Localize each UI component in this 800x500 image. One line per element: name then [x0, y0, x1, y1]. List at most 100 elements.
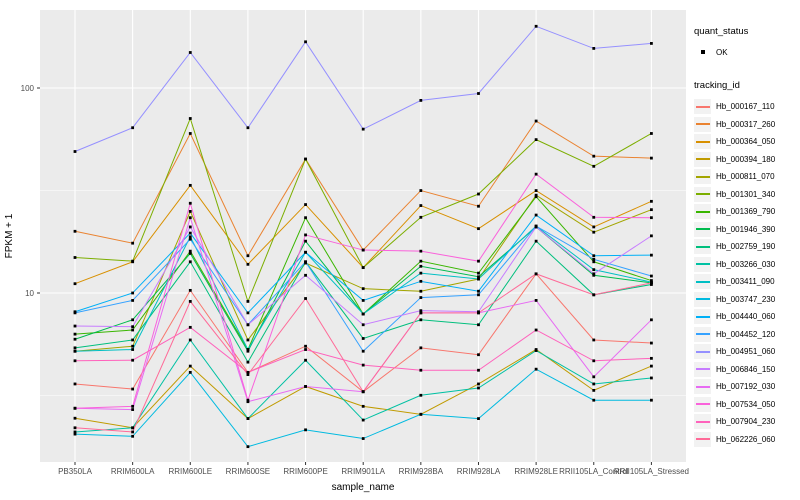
legend-color-line — [695, 350, 710, 353]
legend-item-label: Hb_003266_030 — [716, 259, 776, 269]
data-point — [131, 426, 135, 430]
data-point — [304, 385, 307, 388]
data-point — [534, 119, 538, 123]
data-point — [246, 338, 250, 342]
data-point — [477, 275, 480, 279]
legend-item-label: Hb_001946_390 — [716, 224, 776, 234]
legend-item-label: Hb_003411_090 — [716, 277, 775, 287]
data-point — [361, 323, 365, 327]
legend-item-Hb_000394_180: Hb_000394_180 — [694, 151, 798, 169]
data-point — [131, 291, 135, 295]
data-point — [304, 348, 307, 351]
data-point — [246, 348, 250, 351]
data-point — [361, 127, 365, 131]
data-point — [534, 328, 538, 332]
data-point — [188, 252, 192, 255]
legend-item-label: Hb_004951_060 — [716, 347, 776, 357]
data-point — [650, 279, 653, 282]
data-point — [419, 393, 423, 397]
data-point — [246, 370, 250, 374]
data-point — [419, 296, 423, 299]
legend-item-Hb_001369_790: Hb_001369_790 — [694, 203, 798, 221]
legend-item-Hb_000811_070: Hb_000811_070 — [694, 168, 798, 186]
legend-key-swatch — [694, 186, 711, 202]
data-point — [188, 260, 192, 264]
data-point — [419, 249, 423, 253]
x-tick-label: RRIM928LE — [514, 467, 558, 476]
legend-color-line — [695, 280, 710, 283]
data-point — [246, 360, 250, 364]
data-point — [304, 203, 307, 206]
legend-color-line — [695, 175, 710, 178]
legend-key-swatch — [694, 169, 711, 185]
legend-item-label: Hb_000167_110 — [716, 102, 775, 112]
legend-item-Hb_004452_120: Hb_004452_120 — [694, 326, 798, 344]
y-tick-label: 10 — [25, 289, 34, 298]
data-point — [592, 338, 596, 342]
data-point — [419, 346, 423, 350]
data-point — [650, 376, 653, 380]
data-point — [246, 400, 250, 404]
legend-item-label: Hb_003747_230 — [716, 294, 776, 304]
data-point — [477, 382, 480, 386]
legend-item-Hb_000317_260: Hb_000317_260 — [694, 116, 798, 134]
data-point — [650, 281, 653, 285]
data-point — [304, 344, 307, 348]
legend-key-swatch — [694, 204, 711, 220]
data-point — [650, 283, 653, 286]
series-points-Hb_003747_230 — [73, 367, 653, 449]
data-point — [361, 337, 365, 340]
legend-item-label: Hb_007192_030 — [716, 382, 776, 392]
data-point — [477, 204, 480, 208]
data-point — [477, 293, 480, 297]
data-point — [304, 233, 307, 237]
data-point — [246, 349, 250, 353]
data-point — [534, 272, 538, 276]
data-point — [246, 417, 250, 420]
data-point — [73, 406, 77, 410]
data-point — [73, 346, 77, 350]
legend-item-label: Hb_062226_060 — [716, 434, 776, 444]
data-point — [650, 234, 653, 238]
data-point — [246, 311, 250, 315]
data-point — [246, 323, 250, 327]
legend-item-label: Hb_007904_230 — [716, 417, 776, 427]
x-tick-label: PB350LA — [58, 467, 92, 476]
data-point — [534, 367, 538, 371]
legend-item-label: Hb_004452_120 — [716, 329, 776, 339]
legend-item-Hb_007534_050: Hb_007534_050 — [694, 396, 798, 414]
legend-item-ok-label: OK — [716, 47, 728, 57]
legend-item-label: Hb_006846_150 — [716, 364, 776, 374]
data-point — [361, 390, 365, 394]
data-point — [188, 325, 192, 329]
legend-color-line — [695, 105, 710, 108]
legend-key-swatch — [694, 116, 711, 132]
data-point — [592, 164, 596, 168]
data-point — [188, 201, 192, 205]
data-point — [131, 126, 135, 130]
data-point — [419, 311, 423, 315]
legend-item-Hb_062226_060: Hb_062226_060 — [694, 431, 798, 449]
data-point — [650, 341, 653, 345]
data-point — [361, 287, 365, 291]
x-tick-label: RRII105LA_Control — [559, 467, 629, 476]
data-point — [246, 299, 250, 303]
data-point — [188, 231, 192, 235]
data-point — [73, 359, 77, 363]
data-point — [73, 426, 77, 430]
data-point — [650, 364, 653, 368]
data-point — [592, 257, 596, 261]
legend-item-Hb_003411_090: Hb_003411_090 — [694, 273, 798, 291]
x-tick-label: RRIM928BA — [399, 467, 444, 476]
y-tick-label: 100 — [21, 84, 35, 93]
data-point — [131, 328, 135, 332]
data-point — [131, 404, 135, 408]
data-point — [188, 183, 192, 187]
data-point — [592, 47, 596, 50]
data-point — [419, 289, 423, 293]
data-point — [304, 216, 307, 220]
legend-item-Hb_001946_390: Hb_001946_390 — [694, 221, 798, 239]
data-point — [592, 225, 596, 229]
legend-item-Hb_000167_110: Hb_000167_110 — [694, 98, 798, 116]
series-points-Hb_004951_060 — [73, 24, 653, 153]
